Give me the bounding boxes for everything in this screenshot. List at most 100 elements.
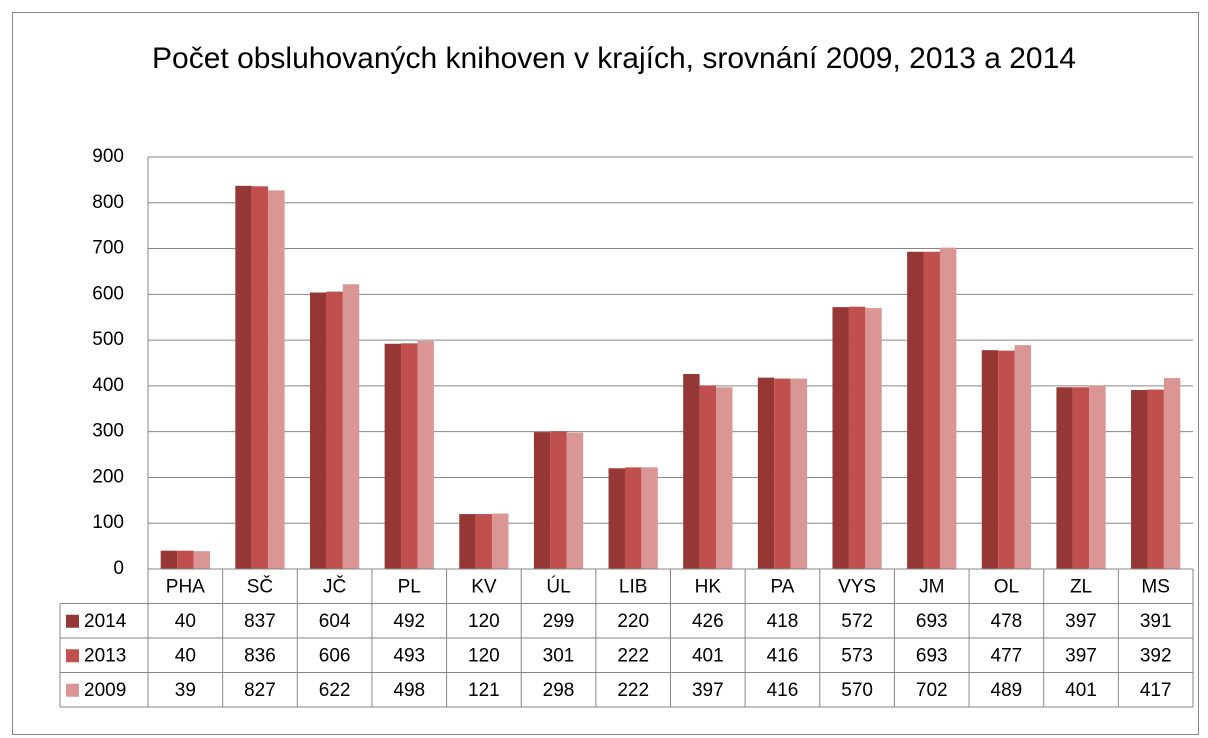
table-value: 121 [468, 680, 500, 701]
legend-key [66, 614, 79, 628]
legend-key [66, 683, 79, 697]
bar [251, 186, 269, 569]
x-tick-label: HK [695, 576, 722, 597]
table-value: 572 [841, 611, 873, 632]
y-tick-label: 800 [92, 192, 124, 213]
bar [417, 341, 434, 569]
bar [608, 468, 625, 569]
bar [699, 385, 717, 569]
table-value: 478 [991, 611, 1023, 632]
table-value: 417 [1140, 680, 1172, 701]
bar [1014, 345, 1032, 569]
y-tick-label: 200 [92, 466, 124, 487]
x-tick-label: KV [471, 576, 497, 597]
table-value: 391 [1140, 611, 1172, 632]
table-value: 702 [916, 680, 948, 701]
table-value: 397 [692, 680, 724, 701]
y-tick-label: 500 [92, 329, 124, 350]
x-tick-label: OL [994, 576, 1019, 597]
table-value: 222 [617, 645, 649, 666]
legend-key [66, 649, 79, 663]
y-tick-label: 900 [92, 146, 124, 167]
y-tick-label: 300 [92, 421, 124, 442]
table-value: 827 [244, 680, 276, 701]
table-value: 40 [175, 611, 196, 632]
table-value: 397 [1065, 611, 1097, 632]
bar [1089, 385, 1106, 569]
table-value: 416 [767, 680, 799, 701]
bar [268, 190, 285, 569]
bar [401, 343, 418, 569]
bar [624, 467, 642, 569]
table-value: 426 [692, 611, 724, 632]
table-value: 573 [841, 645, 873, 666]
x-tick-label: JČ [323, 575, 346, 597]
x-tick-label: PA [770, 576, 794, 597]
bar [1131, 390, 1148, 569]
table-value: 401 [1065, 680, 1097, 701]
x-tick-label: LIB [619, 576, 648, 597]
bar [998, 350, 1015, 569]
bar [533, 432, 551, 569]
x-tick-label: ÚL [546, 575, 570, 597]
table-value: 836 [244, 645, 276, 666]
bar [177, 550, 194, 569]
y-tick-label: 400 [92, 375, 124, 396]
table-value: 606 [319, 645, 351, 666]
table-value: 298 [543, 680, 575, 701]
legend-label: 2013 [84, 645, 126, 666]
bar [475, 514, 493, 569]
table-value: 416 [767, 645, 799, 666]
bar [939, 247, 957, 569]
bar [492, 513, 509, 569]
bar [1072, 387, 1090, 569]
bar [683, 373, 700, 569]
bar [716, 387, 733, 569]
x-tick-label: PL [398, 576, 421, 597]
bar [566, 432, 584, 569]
table-value: 397 [1065, 645, 1097, 666]
table-value: 120 [468, 611, 500, 632]
legend-label: 2009 [84, 680, 126, 701]
bar [757, 377, 775, 569]
bar [235, 185, 252, 569]
bar [865, 308, 882, 569]
table-value: 492 [393, 611, 425, 632]
bar [790, 378, 808, 569]
table-value: 418 [767, 611, 799, 632]
y-tick-label: 100 [92, 512, 124, 533]
bar [848, 306, 866, 569]
bar [1163, 378, 1181, 569]
y-tick-label: 600 [92, 283, 124, 304]
table-value: 222 [617, 680, 649, 701]
table-value: 477 [991, 645, 1023, 666]
x-tick-label: VYS [838, 576, 876, 597]
table-value: 489 [991, 680, 1023, 701]
table-value: 693 [916, 611, 948, 632]
bar [774, 378, 791, 569]
bar [1056, 387, 1073, 569]
table-value: 498 [393, 680, 425, 701]
table-value: 299 [543, 611, 575, 632]
bar [309, 292, 327, 569]
table-value: 401 [692, 645, 724, 666]
bar [326, 291, 343, 569]
table-value: 301 [543, 645, 575, 666]
bar [459, 514, 476, 569]
table-value: 40 [175, 645, 196, 666]
bar [981, 350, 999, 569]
bar [160, 550, 178, 569]
y-tick-label: 700 [92, 238, 124, 259]
table-value: 837 [244, 611, 276, 632]
x-tick-label: MS [1141, 576, 1170, 597]
table-value: 120 [468, 645, 500, 666]
table-value: 392 [1140, 645, 1172, 666]
table-value: 622 [319, 680, 351, 701]
bar [1147, 389, 1164, 569]
x-tick-label: PHA [166, 576, 205, 597]
bar [907, 251, 924, 569]
table-value: 570 [841, 680, 873, 701]
y-tick-label: 0 [113, 558, 124, 579]
x-tick-label: ZL [1070, 576, 1092, 597]
